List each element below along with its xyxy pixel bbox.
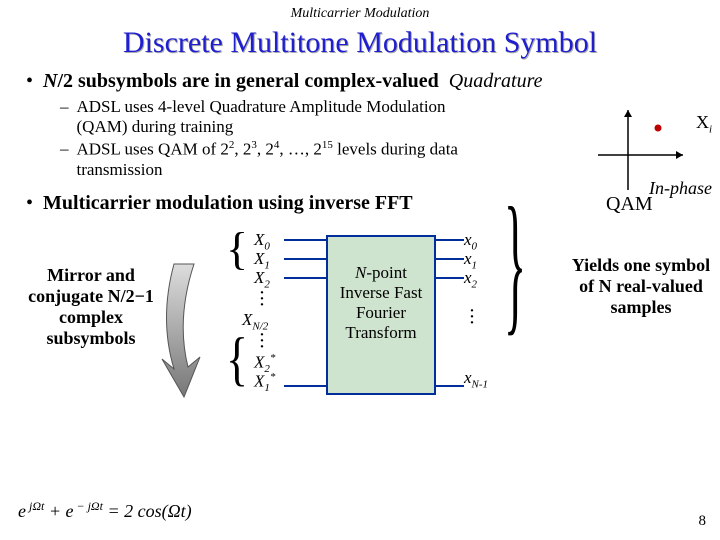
slide-title: Discrete Multitone Modulation Symbol bbox=[0, 26, 720, 60]
wire bbox=[436, 258, 464, 260]
subbullet-1: – ADSL uses 4-level Quadrature Amplitude… bbox=[60, 97, 490, 137]
wire bbox=[284, 277, 326, 279]
wire bbox=[436, 239, 464, 241]
mirror-label: Mirror and conjugate N/2−1 complex subsy… bbox=[26, 265, 156, 349]
wire bbox=[284, 385, 326, 387]
wire bbox=[436, 385, 464, 387]
brace-output-icon: } bbox=[504, 216, 526, 310]
ifft-box: N-point Inverse Fast Fourier Transform bbox=[326, 235, 436, 395]
formula: e jΩt + e − jΩt = 2 cos(Ωt) bbox=[18, 499, 192, 522]
yields-label: Yields one symbol of N real-valued sampl… bbox=[571, 255, 711, 318]
wire bbox=[284, 239, 326, 241]
dash-icon: – bbox=[60, 139, 69, 180]
brace-bottom-icon: { bbox=[226, 341, 248, 377]
swoosh-arrow-icon bbox=[154, 259, 214, 399]
output-samples: x0 x1 x2 ··· xN-1 bbox=[464, 231, 488, 388]
diagram: QAM Mirror and conjugate N/2−1 complex s… bbox=[26, 225, 694, 435]
bullet-1-n: N bbox=[43, 70, 57, 92]
dash-icon: – bbox=[60, 97, 69, 137]
wire bbox=[436, 277, 464, 279]
bullet-1: • N/2 subsymbols are in general complex-… bbox=[26, 70, 694, 93]
subbullet-2: – ADSL uses QAM of 22, 23, 24, …, 215 le… bbox=[60, 139, 490, 180]
page-number: 8 bbox=[699, 513, 707, 530]
wire bbox=[284, 258, 326, 260]
brace-top-icon: { bbox=[226, 235, 248, 263]
bullet-dot: • bbox=[26, 192, 33, 215]
bullet-1-text: N/2 subsymbols are in general complex-va… bbox=[43, 70, 542, 93]
iq-x-label: In-phase bbox=[649, 178, 712, 199]
quadrature-label: Quadrature bbox=[449, 70, 543, 92]
slide-header: Multicarrier Modulation bbox=[0, 0, 720, 22]
input-symbols: X0 X1 X2 ··· XN/2 ··· X2* X1* bbox=[254, 231, 275, 391]
bullet-dot: • bbox=[26, 70, 33, 93]
iq-y-label: Xi bbox=[696, 112, 712, 136]
bullet-2-text: Multicarrier modulation using inverse FF… bbox=[43, 192, 413, 215]
subbullet-2-text: ADSL uses QAM of 22, 23, 24, …, 215 leve… bbox=[77, 139, 491, 180]
